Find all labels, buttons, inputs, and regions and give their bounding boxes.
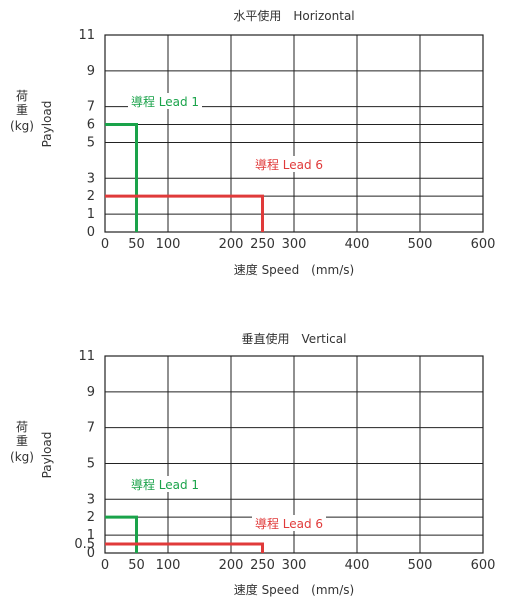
plot-frame bbox=[104, 355, 484, 554]
x-tick-label: 500 bbox=[408, 237, 433, 252]
x-tick-label: 250 bbox=[250, 558, 275, 573]
y-axis-label-zh: 荷重 bbox=[16, 89, 28, 117]
x-tick-label: 50 bbox=[128, 237, 145, 252]
series-line-1 bbox=[105, 515, 138, 553]
y-tick-label: 11 bbox=[78, 349, 95, 364]
x-tick-label: 250 bbox=[250, 237, 275, 252]
series-line-2 bbox=[105, 194, 264, 232]
x-tick-label: 200 bbox=[219, 237, 244, 252]
y-tick-label: 5 bbox=[87, 135, 95, 150]
x-tick-label: 400 bbox=[345, 558, 370, 573]
series-label-bg bbox=[252, 515, 326, 531]
chart-title: 垂直使用 Vertical bbox=[242, 331, 347, 346]
y-tick-label: 0.5 bbox=[74, 537, 95, 552]
x-tick-label: 200 bbox=[219, 558, 244, 573]
y-axis-char: 重 bbox=[16, 103, 28, 117]
x-axis-label: 速度 Speed (mm/s) bbox=[234, 262, 354, 277]
series-label-bg bbox=[128, 93, 202, 109]
x-tick-label: 500 bbox=[408, 558, 433, 573]
y-axis-char: 荷 bbox=[16, 89, 28, 103]
y-tick-label: 7 bbox=[87, 100, 95, 115]
x-tick-label: 600 bbox=[471, 558, 496, 573]
x-tick-label: 0 bbox=[101, 558, 109, 573]
series-label-bg bbox=[128, 476, 202, 492]
y-tick-label: 0 bbox=[87, 546, 95, 561]
y-axis-label-en: Payload bbox=[40, 101, 54, 148]
x-tick-label: 0 bbox=[101, 237, 109, 252]
y-axis-char: 重 bbox=[16, 434, 28, 448]
series-label-1: 導程 Lead 1 bbox=[131, 477, 199, 492]
y-axis-unit: (kg) bbox=[10, 450, 34, 464]
x-tick-label: 300 bbox=[282, 558, 307, 573]
y-tick-label: 11 bbox=[78, 28, 95, 43]
series-label-2: 導程 Lead 6 bbox=[255, 157, 323, 172]
y-tick-label: 0 bbox=[87, 225, 95, 240]
series-label-2: 導程 Lead 6 bbox=[255, 516, 323, 531]
y-tick-label: 9 bbox=[87, 385, 95, 400]
y-axis-char: 荷 bbox=[16, 420, 28, 434]
x-tick-label: 300 bbox=[282, 237, 307, 252]
chart-title: 水平使用 Horizontal bbox=[233, 8, 354, 23]
x-tick-label: 100 bbox=[156, 558, 181, 573]
series-label-1: 導程 Lead 1 bbox=[131, 94, 199, 109]
y-tick-label: 1 bbox=[87, 207, 95, 222]
y-tick-label: 5 bbox=[87, 456, 95, 471]
y-tick-label: 3 bbox=[87, 171, 95, 186]
y-tick-label: 9 bbox=[87, 64, 95, 79]
x-tick-label: 600 bbox=[471, 237, 496, 252]
y-tick-label: 1 bbox=[87, 528, 95, 543]
y-tick-label: 2 bbox=[87, 510, 95, 525]
y-tick-label: 2 bbox=[87, 189, 95, 204]
x-tick-label: 50 bbox=[128, 558, 145, 573]
y-axis-unit: (kg) bbox=[10, 119, 34, 133]
plot-frame bbox=[104, 34, 484, 233]
x-axis-label: 速度 Speed (mm/s) bbox=[234, 582, 354, 597]
y-tick-label: 6 bbox=[87, 118, 95, 133]
series-line-2 bbox=[105, 542, 264, 553]
x-tick-label: 100 bbox=[156, 237, 181, 252]
y-axis-label-en: Payload bbox=[40, 432, 54, 479]
x-tick-label: 400 bbox=[345, 237, 370, 252]
series-label-bg bbox=[252, 156, 326, 172]
y-tick-label: 3 bbox=[87, 492, 95, 507]
y-axis-label-zh: 荷重 bbox=[16, 420, 28, 448]
y-tick-label: 7 bbox=[87, 421, 95, 436]
